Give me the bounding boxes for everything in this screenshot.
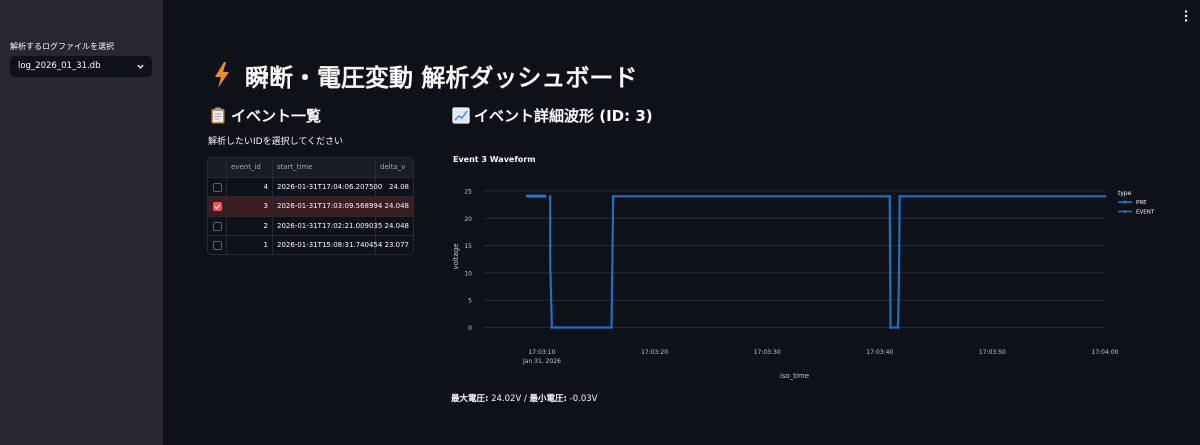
- table-row[interactable]: 4 2026-01-31T17:04:06.207500 24.08 3733: [208, 177, 413, 197]
- row-select-cell: [208, 216, 227, 236]
- table-row[interactable]: 1 2026-01-31T15:08:31.740454 23.077 1267…: [208, 236, 413, 254]
- x-tick-label: 17:04:00: [1092, 349, 1119, 356]
- y-tick-label: 25: [464, 188, 472, 195]
- select-id-prompt: 解析したいIDを選択してください: [208, 137, 344, 147]
- y-tick-label: 20: [464, 216, 472, 223]
- main-menu-icon[interactable]: [1181, 9, 1191, 23]
- event-id-cell: 1: [227, 236, 273, 254]
- max-voltage-value: 24.02V /: [491, 394, 527, 404]
- x-axis-label: iso_time: [780, 372, 809, 380]
- legend-label: PRE: [1136, 200, 1147, 206]
- header-checkbox-cell: [208, 158, 227, 177]
- min-voltage-value: -0.03V: [569, 394, 598, 404]
- table-header-row: event_id start_time delta_v records: [208, 158, 413, 178]
- max-voltage-label: 最大電圧:: [451, 394, 489, 404]
- row-checkbox[interactable]: [213, 221, 222, 231]
- detail-section-title: イベント詳細波形 (ID: 3): [474, 107, 653, 125]
- selected-file-value: log_2026_01_31.db: [18, 61, 101, 71]
- y-tick-label: 15: [464, 243, 472, 250]
- column-header[interactable]: start_time: [273, 158, 376, 177]
- data-point: [611, 194, 615, 198]
- data-point: [897, 287, 901, 291]
- chart-increasing-icon: [452, 107, 470, 124]
- delta-v-cell: 23.077: [376, 236, 413, 254]
- x-tick-label: 17:03:20: [641, 349, 668, 356]
- data-point: [888, 194, 892, 198]
- row-select-cell: [208, 236, 227, 254]
- lightning-icon: [215, 62, 229, 88]
- start-time-cell: 2026-01-31T17:03:09.568994: [273, 197, 382, 216]
- x-tick-label: 17:03:50: [979, 349, 1006, 356]
- row-select-cell: [208, 197, 227, 216]
- data-point: [525, 194, 529, 198]
- event-id-cell: 3: [227, 197, 273, 216]
- data-point: [548, 195, 552, 198]
- data-point: [896, 326, 900, 329]
- legend-label: EVENT: [1136, 210, 1155, 216]
- check-icon: [214, 204, 221, 210]
- chart-title: Event 3 Waveform: [453, 155, 536, 164]
- x-tick-label: 17:03:10: [528, 349, 555, 356]
- start-time-cell: 2026-01-31T17:04:06.207500: [273, 177, 382, 197]
- x-tick-sublabel: Jan 31, 2026: [522, 358, 561, 365]
- y-tick-label: 0: [468, 325, 472, 332]
- legend-title: type: [1118, 190, 1132, 197]
- start-time-cell: 2026-01-31T15:08:31.740454: [273, 236, 382, 254]
- row-checkbox-checked[interactable]: [213, 202, 222, 211]
- voltage-summary: 最大電圧: 24.02V / 最小電圧: -0.03V: [451, 392, 597, 404]
- data-point: [543, 194, 547, 198]
- events-table: event_id start_time delta_v records 4 20…: [207, 157, 414, 255]
- log-file-select[interactable]: log_2026_01_31.db: [10, 56, 152, 77]
- row-checkbox[interactable]: [213, 182, 222, 192]
- file-select-label: 解析するログファイルを選択: [10, 42, 114, 51]
- x-tick-label: 17:03:30: [754, 349, 781, 356]
- event-id-cell: 4: [227, 177, 273, 197]
- table-row-selected[interactable]: 3 2026-01-31T17:03:09.568994 24.048 6138: [208, 197, 413, 217]
- waveform-chart[interactable]: 0 5 10 15 20 25 17:03:10 17:03:20 17:03:30 17:03:…: [440, 170, 1180, 385]
- events-section-title: イベント一覧: [231, 107, 322, 125]
- series-line-event: [549, 195, 1105, 329]
- delta-v-cell: 24.048: [376, 197, 413, 216]
- data-point: [1103, 194, 1107, 198]
- min-voltage-label: 最小電圧:: [529, 394, 567, 404]
- y-axis-label: voltage: [452, 243, 460, 269]
- data-point: [889, 326, 892, 329]
- column-header[interactable]: delta_v: [376, 158, 413, 177]
- sidebar: 解析するログファイルを選択 log_2026_01_31.db: [0, 0, 163, 445]
- start-time-cell: 2026-01-31T17:02:21.009035: [273, 216, 382, 236]
- y-tick-label: 10: [464, 270, 472, 277]
- data-point: [548, 261, 552, 265]
- data-point: [898, 194, 901, 198]
- legend-marker: [1123, 200, 1127, 204]
- delta-v-cell: 24.08: [376, 178, 413, 197]
- clipboard-icon: [211, 107, 225, 124]
- y-tick-label: 5: [468, 298, 472, 305]
- legend-marker: [1123, 210, 1127, 213]
- row-select-cell: [208, 177, 227, 197]
- chevron-down-icon: [137, 64, 144, 69]
- row-checkbox[interactable]: [213, 241, 222, 250]
- data-point: [610, 326, 613, 329]
- x-tick-label: 17:03:40: [866, 349, 893, 356]
- page-title: 瞬断・電圧変動 解析ダッシュボード: [245, 64, 638, 92]
- table-row[interactable]: 2 2026-01-31T17:02:21.009035 24.048 3711: [208, 216, 413, 236]
- event-id-cell: 2: [227, 216, 273, 236]
- data-point: [550, 326, 554, 329]
- delta-v-cell: 24.048: [376, 217, 413, 236]
- column-header[interactable]: event_id: [227, 158, 273, 177]
